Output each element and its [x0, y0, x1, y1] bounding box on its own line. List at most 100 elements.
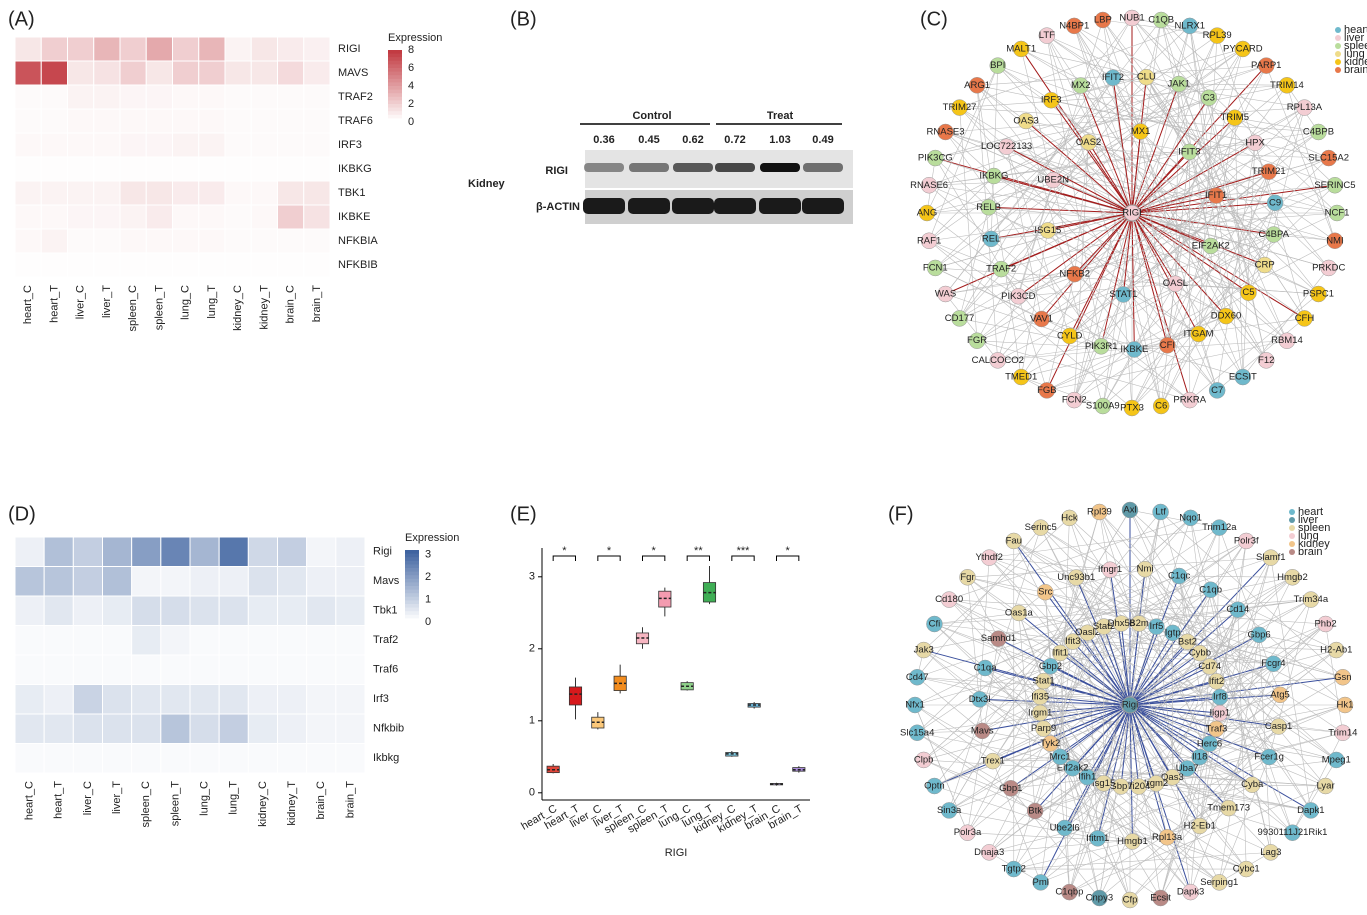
heatmap-cell: [119, 132, 147, 158]
heatmap-cell: [131, 595, 162, 626]
heatmap-cell: [306, 625, 337, 656]
node-label: Polr3a: [954, 827, 982, 838]
node: [1072, 77, 1089, 94]
heatmap-cell: [250, 204, 278, 230]
hub-edge: [1131, 131, 1142, 214]
hub-edge: [917, 704, 1131, 734]
node-label: LOC722133: [981, 141, 1032, 152]
row-label: Ikbkg: [373, 752, 399, 764]
x-axis-label: RIGI: [665, 847, 688, 859]
edge: [1069, 107, 1305, 337]
node-label: CALCOCO2: [972, 355, 1024, 366]
edge: [1073, 25, 1227, 317]
heatmap-cell: [160, 595, 191, 626]
edge: [914, 704, 993, 762]
edge: [1138, 786, 1168, 838]
hub-edge: [1060, 652, 1131, 706]
heatmap-cell: [72, 684, 104, 715]
node-label: Rpl13a: [1152, 832, 1183, 843]
hub-edge: [967, 704, 1131, 833]
node: [1052, 644, 1069, 662]
edge: [948, 509, 1131, 811]
colorbar-step: [405, 600, 419, 605]
heatmap-cell: [72, 536, 104, 567]
node-label: 9930111J21Rik1: [1258, 827, 1328, 838]
node-label: Ifih1: [1078, 772, 1096, 783]
node-label: C7: [1211, 385, 1223, 396]
node-label: Gbp7: [1109, 781, 1132, 792]
heatmap-cell: [160, 654, 191, 685]
node-label: Uba7: [1176, 763, 1199, 774]
heatmap-cell: [247, 654, 278, 685]
heatmap-cell: [14, 60, 42, 86]
node-label: Casp1: [1265, 721, 1292, 732]
edge: [1046, 35, 1114, 78]
node-label: C3: [1203, 92, 1215, 103]
edge: [967, 577, 983, 731]
heatmap-cell: [93, 180, 121, 206]
heatmap-cell: [145, 204, 173, 230]
node: [1152, 503, 1169, 521]
edge: [1102, 19, 1319, 295]
hub-edge: [1129, 626, 1157, 706]
node: [1067, 569, 1085, 586]
actin-band: [759, 198, 801, 214]
node: [1181, 17, 1199, 35]
node-label: Nmi: [1137, 564, 1154, 575]
node-label: FCN1: [923, 262, 948, 273]
edge: [1006, 146, 1329, 159]
node: [1152, 11, 1170, 29]
heatmap-cell: [67, 60, 95, 86]
hub-edge: [1129, 704, 1343, 734]
edge: [1189, 25, 1227, 317]
node-label: Cfi: [929, 619, 941, 630]
edge: [997, 65, 1265, 266]
colorbar-step: [388, 57, 402, 62]
node: [1260, 748, 1278, 766]
colorbar-step: [388, 64, 402, 69]
heatmap-cell: [160, 713, 191, 744]
heatmap-cell: [160, 566, 191, 597]
node: [1167, 275, 1184, 292]
legend-label: liver: [1298, 514, 1319, 526]
node: [1271, 686, 1289, 704]
heatmap-cell: [198, 84, 226, 110]
heatmap-cell: [119, 228, 147, 254]
hub-edge: [1131, 212, 1176, 284]
heatmap-cell: [277, 228, 305, 254]
node-label: CFH: [1295, 313, 1315, 324]
heatmap-cell: [198, 228, 226, 254]
heatmap-cell: [72, 566, 104, 597]
hub-edge: [1129, 634, 1260, 706]
node: [1229, 601, 1247, 618]
hub-edge: [959, 107, 1133, 214]
hub-edge: [1097, 704, 1131, 839]
colorbar-step: [405, 575, 419, 580]
edge: [914, 540, 1247, 706]
edge: [1040, 652, 1201, 883]
heatmap-cell: [40, 204, 68, 230]
node-label: Trim12a: [1202, 522, 1237, 533]
node: [1164, 624, 1181, 642]
node-label: Igtp: [1165, 627, 1181, 638]
heatmap-cell: [247, 595, 278, 626]
edge: [990, 48, 1244, 240]
hub-edge: [1086, 704, 1131, 778]
edge: [1087, 623, 1326, 778]
node-label: Samhd1: [981, 633, 1016, 644]
heatmap-cell: [250, 60, 278, 86]
node-label: Isg15: [1092, 778, 1115, 789]
node: [927, 149, 944, 167]
heatmap-cell: [102, 595, 133, 626]
node: [1042, 658, 1059, 675]
node: [1191, 644, 1209, 662]
heatmap-cell: [224, 156, 252, 182]
quantification: 0.36: [593, 134, 614, 146]
node: [1190, 325, 1207, 343]
hub-edge: [976, 85, 1133, 214]
actin-band: [672, 198, 714, 214]
hub-edge: [1129, 704, 1279, 727]
heatmap-cell: [189, 713, 220, 744]
hub-edge: [1129, 704, 1220, 883]
colorbar-step: [388, 82, 402, 87]
